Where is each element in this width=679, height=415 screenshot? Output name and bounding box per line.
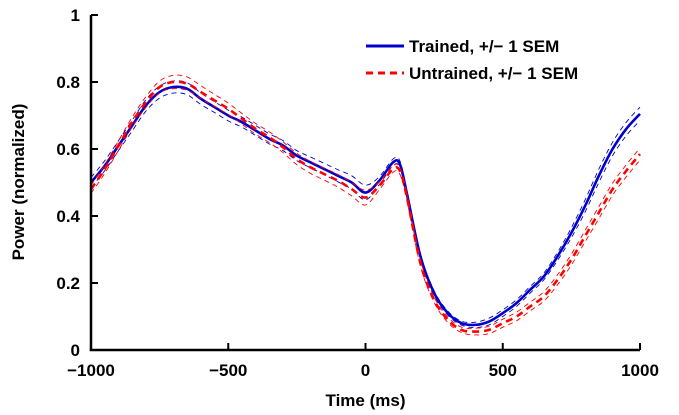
legend-label-trained: Trained, +/− 1 SEM: [409, 37, 559, 56]
x-axis-ticks: −1000 −500 0 500 1000: [67, 343, 659, 380]
legend-label-untrained: Untrained, +/− 1 SEM: [409, 64, 578, 83]
legend: Trained, +/− 1 SEM Untrained, +/− 1 SEM: [366, 37, 578, 83]
x-tick-label: 500: [489, 361, 517, 380]
y-tick-label: 0.8: [56, 73, 80, 92]
series-trained-sem-upper: [90, 80, 641, 324]
series-untrained-sem-lower: [90, 88, 641, 336]
y-tick-label: 1: [71, 6, 80, 25]
y-tick-label: 0.4: [56, 207, 80, 226]
y-tick-label: 0: [71, 341, 80, 360]
series-trained-line: [89, 85, 641, 327]
series-untrained-sem-upper: [90, 74, 641, 329]
series-untrained-line: [89, 80, 642, 333]
x-tick-label: −1000: [67, 361, 115, 380]
y-tick-label: 0.6: [56, 140, 80, 159]
series-trained-sem-lower: [90, 92, 641, 329]
y-axis-ticks: 0 0.2 0.4 0.6 0.8 1: [56, 6, 98, 360]
y-tick-label: 0.2: [56, 274, 80, 293]
x-tick-label: 0: [361, 361, 370, 380]
x-tick-label: −500: [209, 361, 247, 380]
plot-area: [89, 74, 642, 336]
x-axis-title: Time (ms): [326, 391, 406, 410]
y-axis-title: Power (normalized): [9, 104, 28, 261]
x-tick-label: 1000: [621, 361, 659, 380]
